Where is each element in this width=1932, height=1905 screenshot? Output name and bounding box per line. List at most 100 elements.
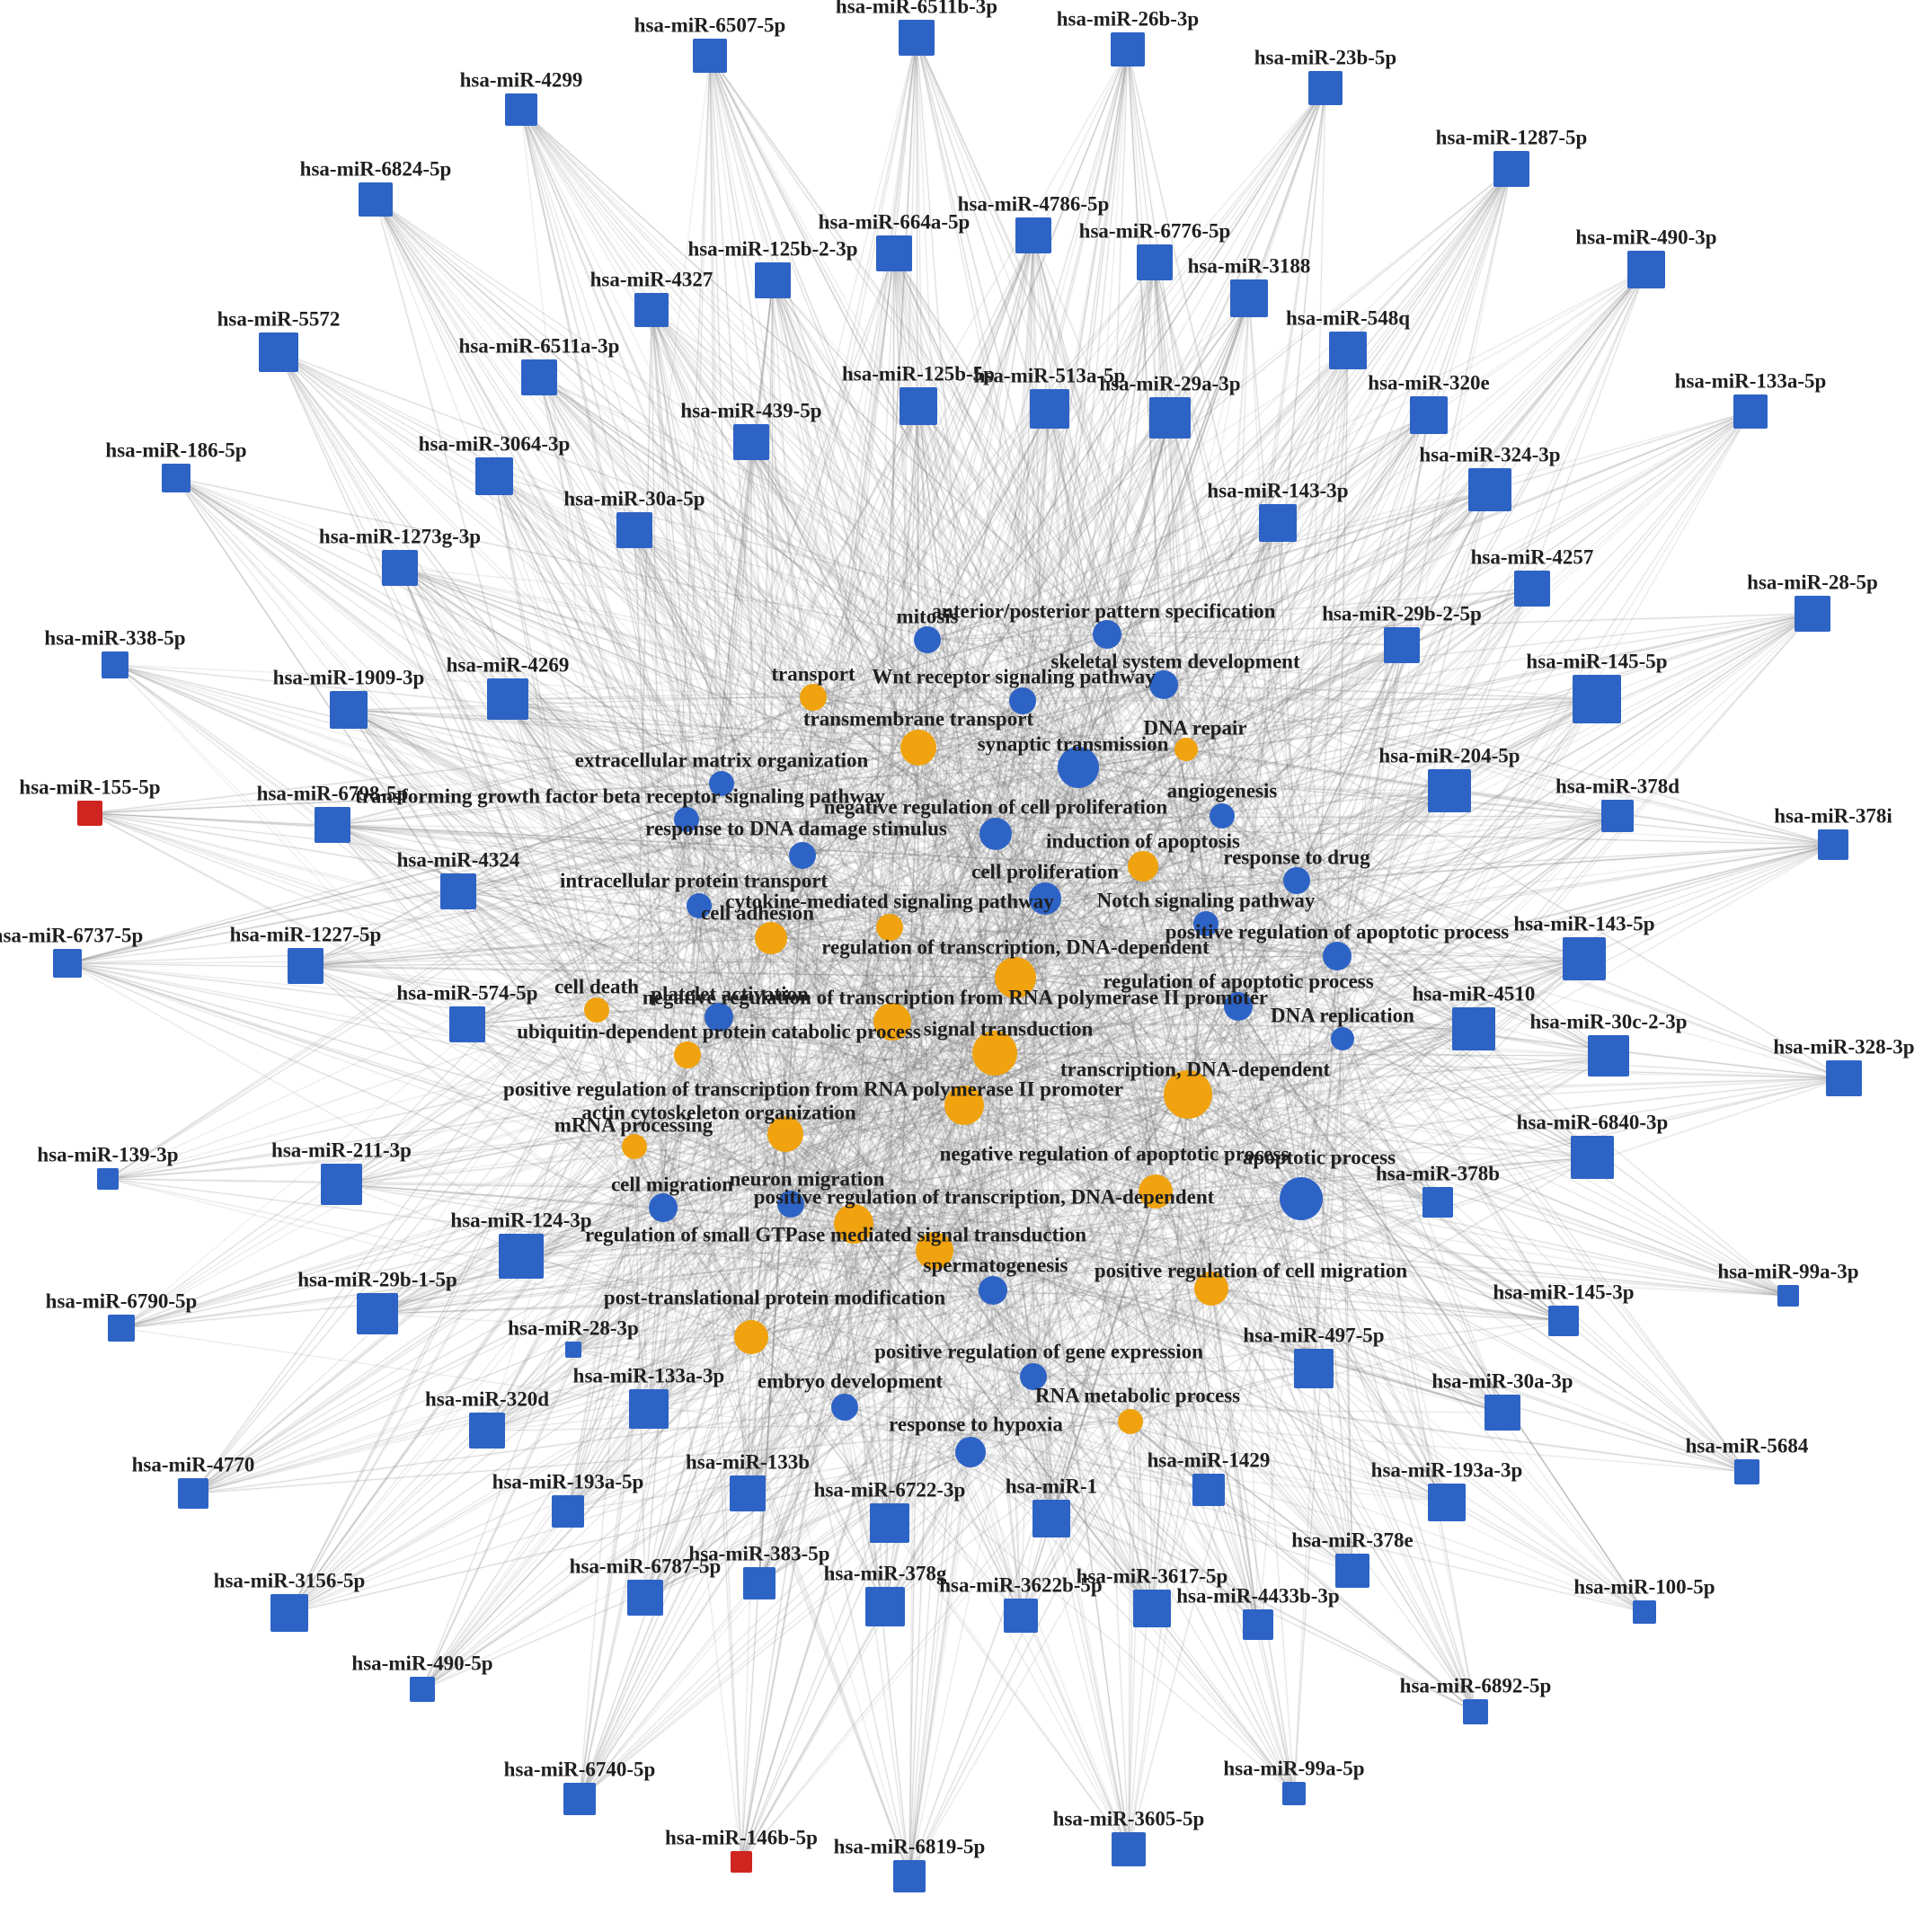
mirna-label: hsa-miR-6740-5p: [503, 1758, 656, 1781]
mirna-node: [1410, 396, 1448, 434]
mirna-label: hsa-miR-4299: [459, 68, 583, 92]
mirna-node: [1329, 332, 1367, 369]
process-node: [705, 1003, 733, 1032]
mirna-node: [1514, 571, 1550, 607]
process-label: Notch signaling pathway: [1096, 889, 1316, 912]
mirna-label: hsa-miR-439-5p: [680, 399, 822, 422]
mirna-node: [1571, 1136, 1614, 1179]
mirna-label: hsa-miR-6722-3p: [813, 1478, 966, 1502]
mirna-label: hsa-miR-378b: [1375, 1162, 1501, 1185]
mirna-node: [521, 359, 557, 395]
mirna-label: hsa-miR-1429: [1147, 1449, 1271, 1472]
mirna-node: [755, 262, 791, 298]
mirna-label: hsa-miR-143-5p: [1513, 912, 1655, 935]
process-node: [687, 893, 712, 918]
process-label: embryo development: [757, 1369, 944, 1393]
process-label: cell migration: [610, 1173, 734, 1196]
mirna-label: hsa-miR-6737-5p: [0, 924, 144, 947]
mirna-node: [1282, 1782, 1306, 1805]
mirna-label: hsa-miR-320d: [424, 1387, 550, 1411]
mirna-label: hsa-miR-383-5p: [688, 1542, 830, 1565]
mirna-node: [1493, 151, 1529, 187]
process-label: response to hypoxia: [889, 1413, 1063, 1436]
mirna-node: [1601, 800, 1634, 832]
mirna-label: hsa-miR-28-3p: [508, 1316, 639, 1340]
process-label: skeletal system development: [1050, 650, 1300, 673]
mirna-label: hsa-miR-497-5p: [1243, 1324, 1385, 1347]
mirna-node: [1004, 1599, 1038, 1633]
mirna-node: [1468, 468, 1511, 511]
mirna-node: [899, 20, 935, 56]
mirna-label: hsa-miR-324-3p: [1419, 443, 1561, 466]
mirna-label: hsa-miR-29b-1-5p: [297, 1268, 457, 1291]
mirna-node: [1149, 397, 1191, 439]
mirna-label: hsa-miR-193a-3p: [1370, 1458, 1523, 1482]
mirna-label: hsa-miR-328-3p: [1773, 1035, 1915, 1059]
mirna-label: hsa-miR-155-5p: [19, 775, 161, 799]
process-node: [1331, 1027, 1354, 1050]
mirna-node: [563, 1783, 596, 1815]
process-label: Wnt receptor signaling pathway: [872, 665, 1156, 688]
mirna-node: [1243, 1609, 1273, 1640]
mirna-label: hsa-miR-29b-2-5p: [1322, 602, 1482, 625]
mirna-label: hsa-miR-1227-5p: [229, 923, 382, 946]
process-node: [831, 1394, 858, 1421]
mirna-label: hsa-miR-3617-5p: [1076, 1564, 1228, 1588]
mirna-label: hsa-miR-146b-5p: [665, 1826, 818, 1849]
mirna-node: [1428, 1484, 1466, 1521]
process-label: signal transduction: [923, 1017, 1094, 1041]
mirna-node: [1137, 244, 1173, 280]
mirna-label: hsa-miR-133a-5p: [1674, 369, 1827, 393]
mirna-node: [629, 1389, 669, 1429]
process-node: [800, 684, 827, 711]
mirna-node: [321, 1164, 362, 1205]
mirna-node: [382, 550, 418, 586]
process-label: negative regulation of apoptotic process: [939, 1142, 1289, 1165]
process-label: transport: [771, 662, 855, 686]
mirna-node: [359, 182, 393, 217]
mirna-label: hsa-miR-6507-5p: [634, 13, 786, 37]
process-label: DNA replication: [1271, 1004, 1414, 1027]
mirna-node: [1826, 1060, 1862, 1096]
process-node: [873, 1003, 911, 1041]
mirna-label: hsa-miR-204-5p: [1378, 744, 1520, 767]
mirna-label: hsa-miR-6787-5p: [569, 1555, 722, 1578]
process-node: [1020, 1363, 1047, 1390]
mirna-label: hsa-miR-4257: [1470, 545, 1594, 569]
mirna-node: [616, 512, 652, 548]
mirna-label: hsa-miR-3622b-5p: [939, 1573, 1103, 1597]
process-label: positive regulation of cell migration: [1094, 1259, 1408, 1282]
mirna-label: hsa-miR-6776-5p: [1078, 219, 1231, 243]
mirna-label: hsa-miR-378i: [1774, 804, 1892, 828]
mirna-node: [102, 651, 129, 678]
mirna-label: hsa-miR-6511a-3p: [458, 334, 620, 358]
process-node: [1164, 1070, 1212, 1119]
process-node: [1210, 803, 1235, 828]
mirna-label: hsa-miR-23b-5p: [1254, 46, 1397, 69]
mirna-node: [1463, 1699, 1488, 1724]
mirna-label: hsa-miR-6790-5p: [45, 1289, 198, 1313]
mirna-label: hsa-miR-3064-3p: [418, 432, 571, 456]
mirna-node: [876, 235, 912, 271]
mirna-label: hsa-miR-30a-3p: [1431, 1369, 1573, 1393]
mirna-node: [1032, 1500, 1070, 1537]
mirna-node: [1112, 1832, 1146, 1866]
process-node: [900, 730, 936, 766]
mirna-node: [1734, 1459, 1759, 1484]
mirna-node: [730, 1475, 766, 1511]
process-node: [1029, 882, 1061, 915]
mirna-label: hsa-miR-133b: [685, 1450, 811, 1474]
mirna-node: [627, 1580, 663, 1616]
mirna-node: [1230, 279, 1268, 317]
mirna-label: hsa-miR-186-5p: [105, 439, 247, 462]
mirna-node: [53, 949, 82, 978]
process-node: [979, 1276, 1007, 1305]
mirna-label: hsa-miR-29a-3p: [1099, 372, 1241, 395]
process-label: intracellular protein transport: [559, 869, 829, 892]
mirna-node: [1294, 1349, 1334, 1388]
mirna-label: hsa-miR-1: [1005, 1475, 1098, 1498]
mirna-node: [1308, 71, 1343, 105]
mirna-node: [1133, 1590, 1171, 1627]
mirna-node: [1422, 1187, 1453, 1218]
mirna-label: hsa-miR-5572: [217, 307, 341, 331]
